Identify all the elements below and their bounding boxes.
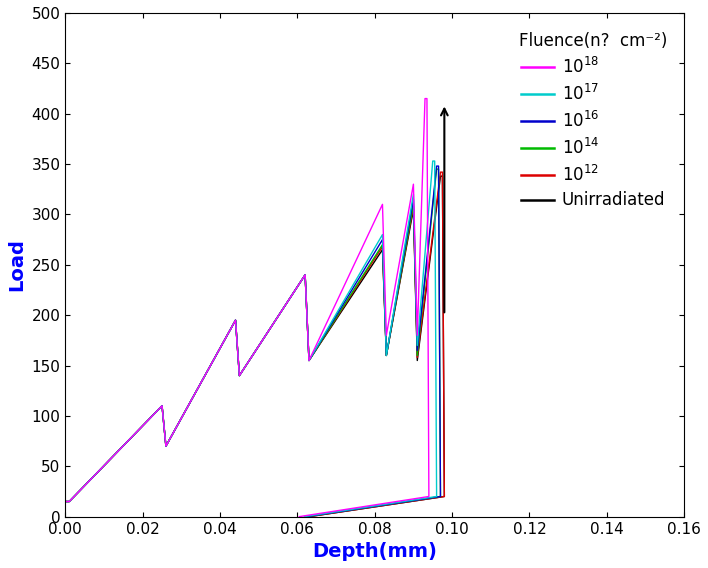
X-axis label: Depth(mm): Depth(mm)	[312, 542, 437, 561]
Y-axis label: Load: Load	[7, 239, 26, 291]
Legend: $10^{18}$, $10^{17}$, $10^{16}$, $10^{14}$, $10^{12}$, Unirradiated: $10^{18}$, $10^{17}$, $10^{16}$, $10^{14…	[513, 26, 673, 216]
